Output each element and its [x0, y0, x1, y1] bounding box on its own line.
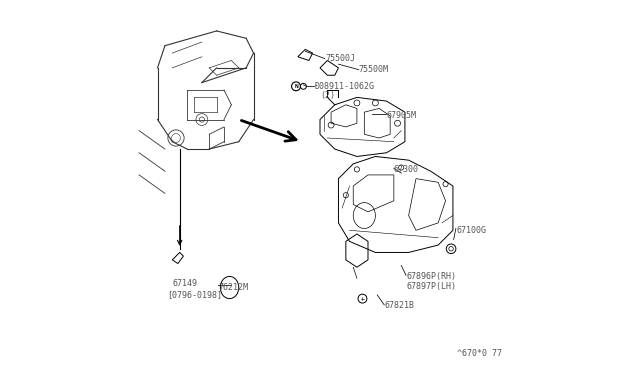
Text: 67300: 67300 — [394, 165, 419, 174]
Text: [0796-0198]: [0796-0198] — [167, 291, 222, 299]
Text: 76212M: 76212M — [218, 283, 248, 292]
Text: 67905M: 67905M — [387, 111, 417, 121]
Text: 75500J: 75500J — [326, 54, 356, 63]
Text: Ð08911-1062G: Ð08911-1062G — [314, 82, 374, 91]
Text: 67100G: 67100G — [456, 226, 486, 235]
Text: 67897P(LH): 67897P(LH) — [407, 282, 457, 291]
Text: 67821B: 67821B — [385, 301, 415, 311]
Text: 75500M: 75500M — [359, 65, 388, 74]
Text: ^670*0 77: ^670*0 77 — [456, 350, 502, 359]
Text: N: N — [294, 84, 298, 89]
Text: 67896P(RH): 67896P(RH) — [407, 272, 457, 281]
Text: (2): (2) — [321, 91, 336, 100]
Text: 67149: 67149 — [172, 279, 197, 288]
